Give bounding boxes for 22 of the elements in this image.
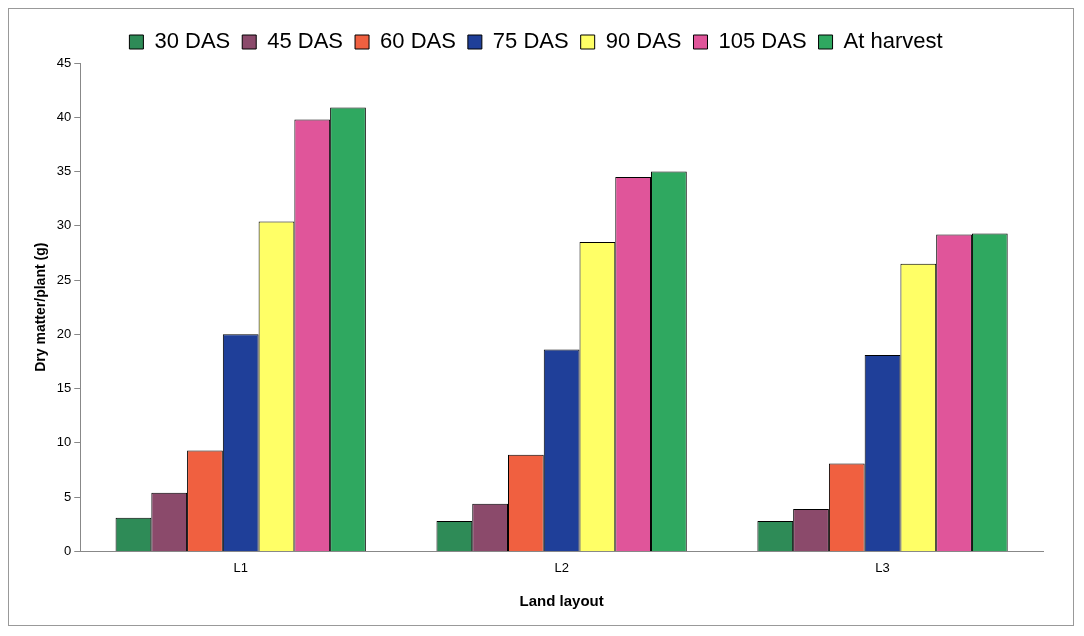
legend-label: 75 DAS [492, 28, 569, 54]
legend-label: At harvest [843, 28, 943, 54]
x-tick-label: L2 [554, 559, 569, 575]
x-tick-label: L1 [233, 559, 248, 575]
y-tick-label: 10 [56, 434, 72, 450]
legend-label: 30 DAS [154, 28, 231, 54]
legend-label: 60 DAS [380, 28, 456, 54]
legend-label: 45 DAS [267, 28, 344, 54]
y-tick-label: 0 [64, 542, 72, 558]
y-tick-label: 25 [56, 271, 72, 287]
y-tick-label: 40 [56, 108, 72, 124]
y-tick-label: 5 [64, 488, 72, 504]
legend-label: 90 DAS [605, 28, 682, 54]
y-tick-label: 35 [56, 163, 72, 179]
legend-label: 105 DAS [718, 28, 807, 54]
y-axis-title: Dry matter/plant (g) [32, 242, 49, 372]
x-tick-label: L3 [875, 559, 890, 575]
y-tick-label: 45 [56, 54, 72, 70]
x-axis-title: Land layout [519, 592, 604, 610]
y-tick-label: 15 [56, 380, 72, 396]
y-tick-label: 20 [56, 325, 72, 341]
y-tick-label: 30 [56, 217, 72, 233]
